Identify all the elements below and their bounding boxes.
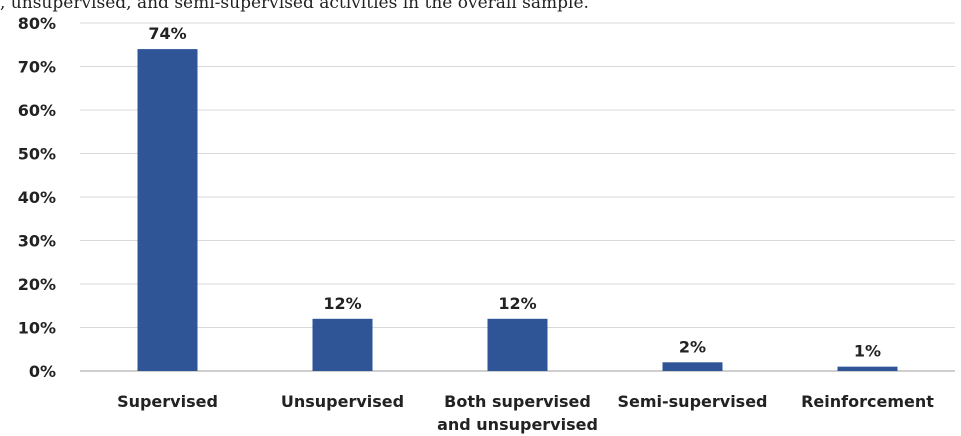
figure-caption: , unsupervised, and semi-supervised acti… (0, 0, 589, 13)
data-label: 12% (323, 294, 361, 313)
bar (487, 318, 548, 371)
x-tick-label: Both supervised (444, 392, 591, 411)
bar (137, 49, 198, 371)
y-tick-label: 70% (18, 58, 56, 77)
x-tick-label: and unsupervised (437, 415, 598, 434)
x-tick-label: Semi-supervised (617, 392, 767, 411)
y-tick-label: 10% (18, 319, 56, 338)
y-tick-label: 80% (18, 14, 56, 33)
bar (837, 366, 898, 371)
y-tick-label: 50% (18, 145, 56, 164)
data-label: 2% (679, 337, 706, 356)
x-tick-label: Unsupervised (281, 392, 404, 411)
y-tick-label: 40% (18, 188, 56, 207)
data-label: 12% (498, 294, 536, 313)
y-tick-label: 0% (29, 362, 56, 381)
y-tick-label: 60% (18, 101, 56, 120)
bar (662, 362, 723, 371)
data-label: 74% (148, 24, 186, 43)
y-tick-label: 20% (18, 275, 56, 294)
x-tick-label: Supervised (117, 392, 218, 411)
y-tick-label: 30% (18, 232, 56, 251)
data-label: 1% (854, 342, 881, 361)
bar (312, 318, 373, 371)
x-tick-label: Reinforcement (801, 392, 934, 411)
